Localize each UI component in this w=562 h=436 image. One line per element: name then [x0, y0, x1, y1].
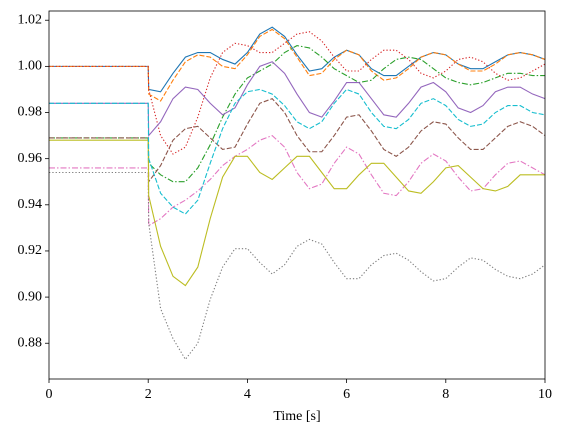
- series-line: [49, 139, 545, 287]
- y-tick-label: 0.96: [18, 151, 43, 166]
- x-tick-label: 8: [442, 387, 449, 402]
- y-tick-label: 0.92: [18, 243, 43, 258]
- y-tick-label: 0.90: [18, 289, 43, 304]
- y-tick-label: 0.88: [18, 335, 43, 350]
- series-line: [49, 45, 545, 183]
- y-tick-label: 0.98: [18, 105, 43, 120]
- y-tick-label: 1.02: [18, 12, 43, 27]
- x-tick-label: 4: [244, 387, 251, 402]
- series-line: [49, 26, 546, 93]
- x-axis-label: Time [s]: [273, 409, 320, 424]
- plot-frame: [48, 10, 546, 380]
- series-line: [49, 28, 546, 102]
- series-line: [49, 134, 546, 227]
- x-tick-label: 0: [46, 387, 53, 402]
- x-tick-label: 6: [343, 387, 350, 402]
- series-line: [49, 88, 546, 215]
- y-tick-label: 1.00: [18, 59, 43, 74]
- series-line: [49, 171, 546, 361]
- series-line: [49, 31, 546, 155]
- x-tick-label: 2: [145, 387, 152, 402]
- series-line: [49, 98, 546, 184]
- x-tick-label: 10: [538, 387, 552, 402]
- y-tick-label: 0.94: [18, 197, 43, 212]
- series-line: [49, 61, 546, 138]
